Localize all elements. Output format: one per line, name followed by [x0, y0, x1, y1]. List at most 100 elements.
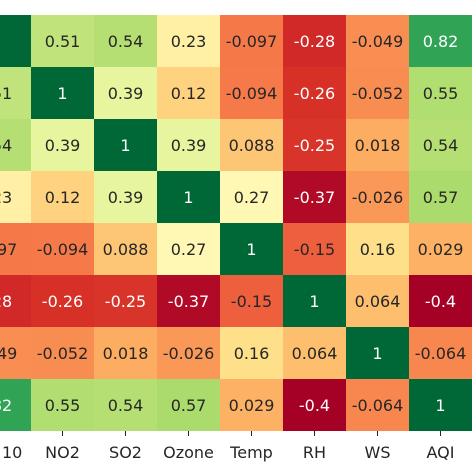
cell-value-label: 0.018: [355, 136, 401, 155]
cell-value-label: -0.25: [294, 136, 335, 155]
x-tick-label: WS: [365, 443, 391, 462]
cell-value-label: -0.097: [226, 32, 278, 51]
heatmap-cell-3-3: [157, 171, 220, 223]
heatmap-cell-2-1: [31, 119, 94, 171]
cell-value-label: -0.4: [299, 396, 330, 415]
heatmap-cell-2-7: [409, 119, 472, 171]
cell-value-label: 0.23: [171, 32, 207, 51]
cell-value-label: .51: [0, 84, 12, 103]
cell-value-label: -0.25: [105, 292, 146, 311]
heatmap-cell-5-0: [0, 275, 31, 327]
heatmap-cell-1-2: [94, 67, 157, 119]
heatmap-cell-2-2: [94, 119, 157, 171]
x-tick-label: Ozone: [163, 443, 214, 462]
heatmap-cell-5-6: [346, 275, 409, 327]
cell-value-label: 0.55: [45, 396, 81, 415]
x-tick-label: AQI: [427, 443, 455, 462]
cell-value-label: 0.029: [229, 396, 275, 415]
cell-value-label: -0.052: [352, 84, 404, 103]
heatmap-cell-1-5: [283, 67, 346, 119]
cell-value-label: -0.26: [294, 84, 335, 103]
heatmap-cell-7-5: [283, 379, 346, 431]
heatmap-cell-4-5: [283, 223, 346, 275]
cell-value-label: -0.026: [352, 188, 404, 207]
heatmap-cell-6-0: [0, 327, 31, 379]
cell-value-label: 0.39: [108, 84, 144, 103]
heatmap-cell-1-7: [409, 67, 472, 119]
heatmap-cell-7-2: [94, 379, 157, 431]
x-axis-band: [0, 431, 474, 474]
x-tick-label: 10: [2, 443, 22, 462]
heatmap-cell-3-1: [31, 171, 94, 223]
x-tick-label: SO2: [109, 443, 142, 462]
cell-value-label: 1: [57, 84, 67, 103]
cell-value-label: .54: [0, 136, 12, 155]
heatmap-cell-3-6: [346, 171, 409, 223]
cell-value-label: 0.029: [418, 240, 464, 259]
cell-value-label: 0.16: [234, 344, 270, 363]
heatmap-cell-7-1: [31, 379, 94, 431]
cell-value-label: 0.51: [45, 32, 81, 51]
cell-value-label: 1: [183, 188, 193, 207]
heatmap-cell-0-3: [157, 15, 220, 67]
heatmap-cell-4-7: [409, 223, 472, 275]
heatmap-cell-4-4: [220, 223, 283, 275]
heatmap-cell-1-0: [0, 67, 31, 119]
cell-value-label: -0.26: [42, 292, 83, 311]
heatmap-cell-4-1: [31, 223, 94, 275]
heatmap-cell-2-0: [0, 119, 31, 171]
cell-value-label: 1: [120, 136, 130, 155]
heatmap-cell-3-0: [0, 171, 31, 223]
cell-value-label: 0.39: [45, 136, 81, 155]
heatmap-cell-1-1: [31, 67, 94, 119]
cell-value-label: 0.16: [360, 240, 396, 259]
heatmap-cell-3-2: [94, 171, 157, 223]
heatmap-cell-1-3: [157, 67, 220, 119]
cell-value-label: 0.12: [45, 188, 81, 207]
heatmap-cell-0-6: [346, 15, 409, 67]
heatmap-cell-5-7: [409, 275, 472, 327]
cell-value-label: .23: [0, 188, 12, 207]
cell-value-label: -0.37: [168, 292, 209, 311]
heatmap-cell-4-3: [157, 223, 220, 275]
heatmap-cell-0-4: [220, 15, 283, 67]
cell-value-label: -0.094: [226, 84, 278, 103]
heatmap-cell-6-5: [283, 327, 346, 379]
cell-value-label: -0.28: [294, 32, 335, 51]
heatmap-cell-6-3: [157, 327, 220, 379]
heatmap-cell-4-2: [94, 223, 157, 275]
heatmap-cell-5-5: [283, 275, 346, 327]
cell-value-label: 0.27: [234, 188, 270, 207]
cell-value-label: 1: [372, 344, 382, 363]
heatmap-cell-7-0: [0, 379, 31, 431]
cell-value-label: 0.12: [171, 84, 207, 103]
cell-value-label: 1: [246, 240, 256, 259]
cell-value-label: .28: [0, 292, 12, 311]
cell-value-label: -0.094: [37, 240, 89, 259]
heatmap-cell-6-6: [346, 327, 409, 379]
cell-value-label: -0.15: [294, 240, 335, 259]
cell-value-label: -0.37: [294, 188, 335, 207]
heatmap-cell-6-4: [220, 327, 283, 379]
x-tick-label: Temp: [229, 443, 273, 462]
x-tick-label: NO2: [45, 443, 80, 462]
heatmap-cell-3-7: [409, 171, 472, 223]
cell-value-label: -0.15: [231, 292, 272, 311]
heatmap-cell-5-1: [31, 275, 94, 327]
cell-value-label: 0.088: [103, 240, 149, 259]
heatmap-cell-6-1: [31, 327, 94, 379]
cell-value-label: 0.54: [423, 136, 459, 155]
heatmap-cell-6-7: [409, 327, 472, 379]
heatmap-cell-3-5: [283, 171, 346, 223]
cell-value-label: 0.54: [108, 32, 144, 51]
cell-value-label: .049: [0, 344, 17, 363]
heatmap-cell-6-2: [94, 327, 157, 379]
heatmap-cell-4-0: [0, 223, 31, 275]
heatmap-cell-0-2: [94, 15, 157, 67]
heatmap-cell-0-5: [283, 15, 346, 67]
heatmap-cell-7-3: [157, 379, 220, 431]
cell-value-label: 0.088: [229, 136, 275, 155]
heatmap-cell-0-0: [0, 15, 31, 67]
cell-value-label: 0.018: [103, 344, 149, 363]
